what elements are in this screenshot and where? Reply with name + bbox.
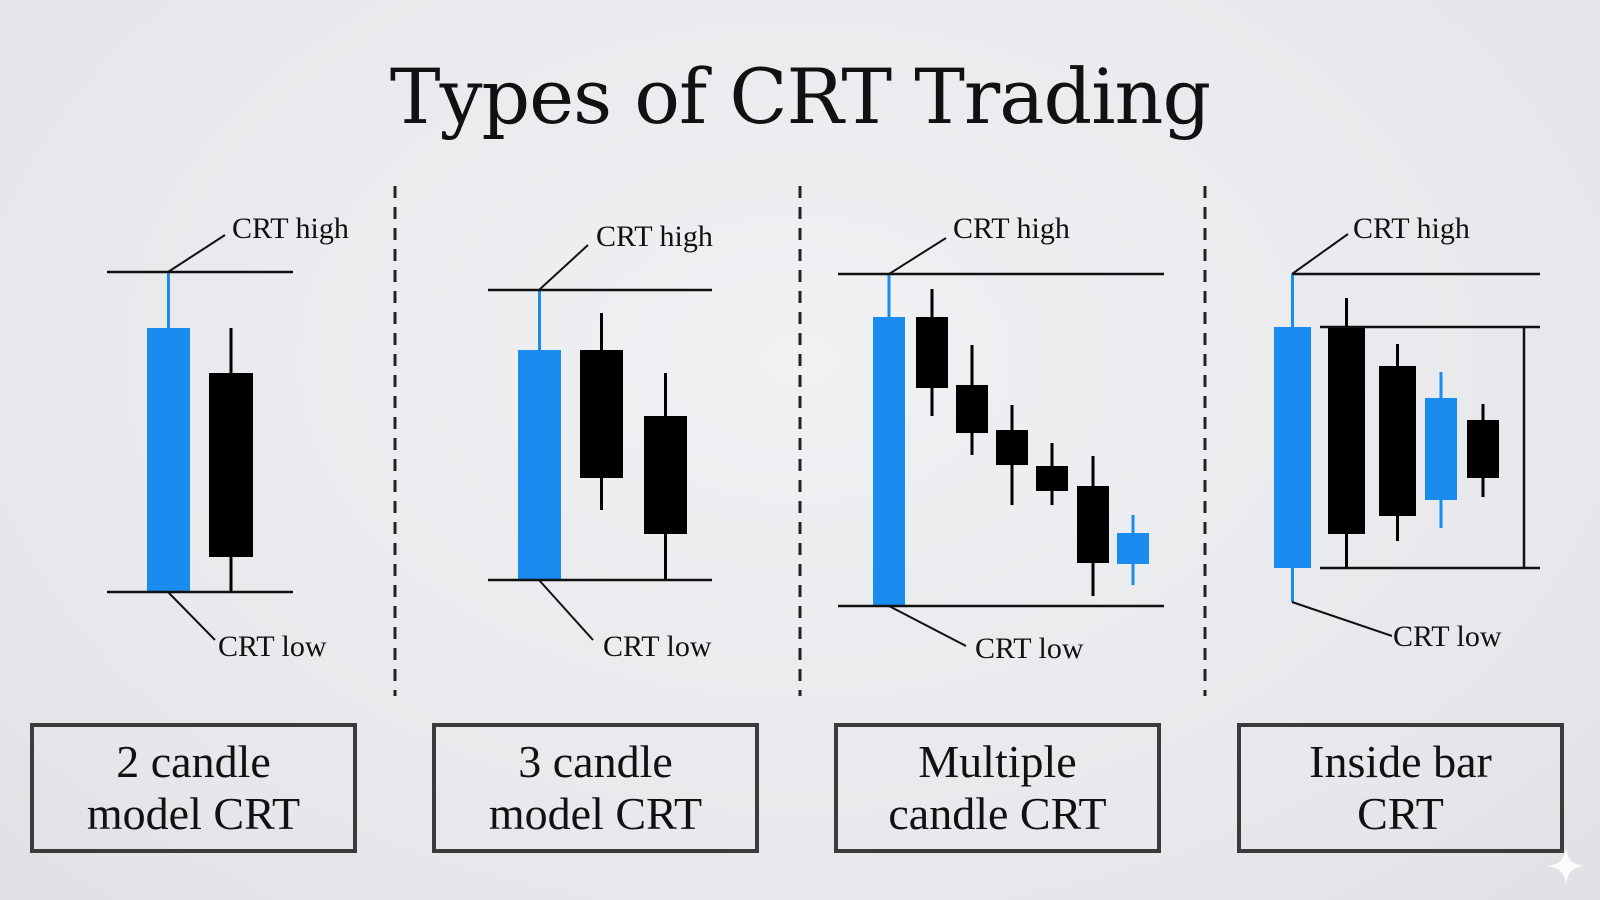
caption-box-3-candle: 3 candle model CRT — [432, 723, 759, 853]
caption-box-multiple-candle: Multiple candle CRT — [834, 723, 1161, 853]
candle-body — [1425, 398, 1457, 500]
panel-1-crt-low-leader — [167, 591, 216, 641]
caption-text: Multiple candle CRT — [888, 736, 1107, 839]
panel-3-candle-2-bear — [916, 289, 948, 416]
panel-2-crt-high-leader — [538, 244, 589, 291]
candle-body — [209, 373, 253, 557]
panel-2-candle-2-bear — [580, 313, 623, 510]
candle-body — [1077, 486, 1109, 563]
candle-body — [956, 385, 988, 433]
page-title: Types of CRT Trading — [389, 52, 1211, 141]
candle-body — [1379, 366, 1416, 516]
candle-body — [916, 317, 948, 388]
candle-body — [873, 317, 905, 606]
sparkle-icon — [1548, 848, 1584, 884]
panel-4-crt-low-label: CRT low — [1393, 620, 1502, 653]
panel-3-candle-7-bull — [1117, 515, 1149, 585]
panel-1-candle-1-bull — [147, 272, 190, 592]
panel-2-crt-low-label: CRT low — [603, 630, 712, 663]
panel-1-crt-high-leader — [167, 234, 226, 273]
panel-4-candle-3-bear — [1379, 344, 1416, 541]
panel-2-crt-low-leader — [538, 579, 594, 641]
panel-4-candle-2-bear — [1328, 298, 1365, 568]
candle-body — [1328, 327, 1365, 534]
panel-3-crt-low-label: CRT low — [975, 632, 1084, 665]
panel-3-crt-low-leader — [888, 605, 967, 647]
panel-4-crt-high-label: CRT high — [1353, 212, 1470, 245]
candle-body — [518, 350, 561, 580]
candle-body — [1274, 327, 1311, 568]
panel-3-candle-3-bear — [956, 345, 988, 455]
candle-body — [1117, 533, 1149, 564]
caption-box-2-candle: 2 candle model CRT — [30, 723, 357, 853]
caption-text: 3 candle model CRT — [488, 736, 703, 839]
panel-2-candle-3-bear — [644, 373, 687, 580]
panel-2-candle-1-bull — [518, 290, 561, 580]
caption-text: Inside bar CRT — [1309, 736, 1492, 839]
candle-body — [1467, 420, 1499, 478]
panel-3-candle-4-bear — [996, 405, 1028, 505]
panel-4-inside-range-bracket — [1320, 325, 1540, 570]
candle-body — [147, 328, 190, 592]
panel-4-crt-low-leader — [1291, 601, 1393, 637]
panel-4-candle-1-bull — [1274, 274, 1311, 602]
panel-1-crt-low-label: CRT low — [218, 630, 327, 663]
panel-4-candle-5-bear — [1467, 404, 1499, 497]
caption-text: 2 candle model CRT — [86, 736, 301, 839]
candle-body — [996, 430, 1028, 465]
candles — [147, 272, 1499, 606]
caption-box-inside-bar: Inside bar CRT — [1237, 723, 1564, 853]
panel-3-crt-high-leader — [888, 237, 947, 275]
panel-3-candle-6-bear — [1077, 456, 1109, 596]
panel-3-crt-high-label: CRT high — [953, 212, 1070, 245]
panel-4-candle-4-bull — [1425, 372, 1457, 528]
candle-body — [1036, 466, 1068, 491]
candle-body — [644, 416, 687, 534]
crt-level-lines — [107, 233, 1540, 647]
panel-dividers — [393, 186, 1207, 696]
panel-1-candle-2-bear — [209, 328, 253, 592]
candle-body — [580, 350, 623, 478]
panel-3-candle-1-bull — [873, 274, 905, 606]
panel-1-crt-high-label: CRT high — [232, 212, 349, 245]
panel-4-crt-high-leader — [1291, 233, 1349, 275]
panel-2-crt-high-label: CRT high — [596, 220, 713, 253]
panel-3-candle-5-bear — [1036, 443, 1068, 505]
